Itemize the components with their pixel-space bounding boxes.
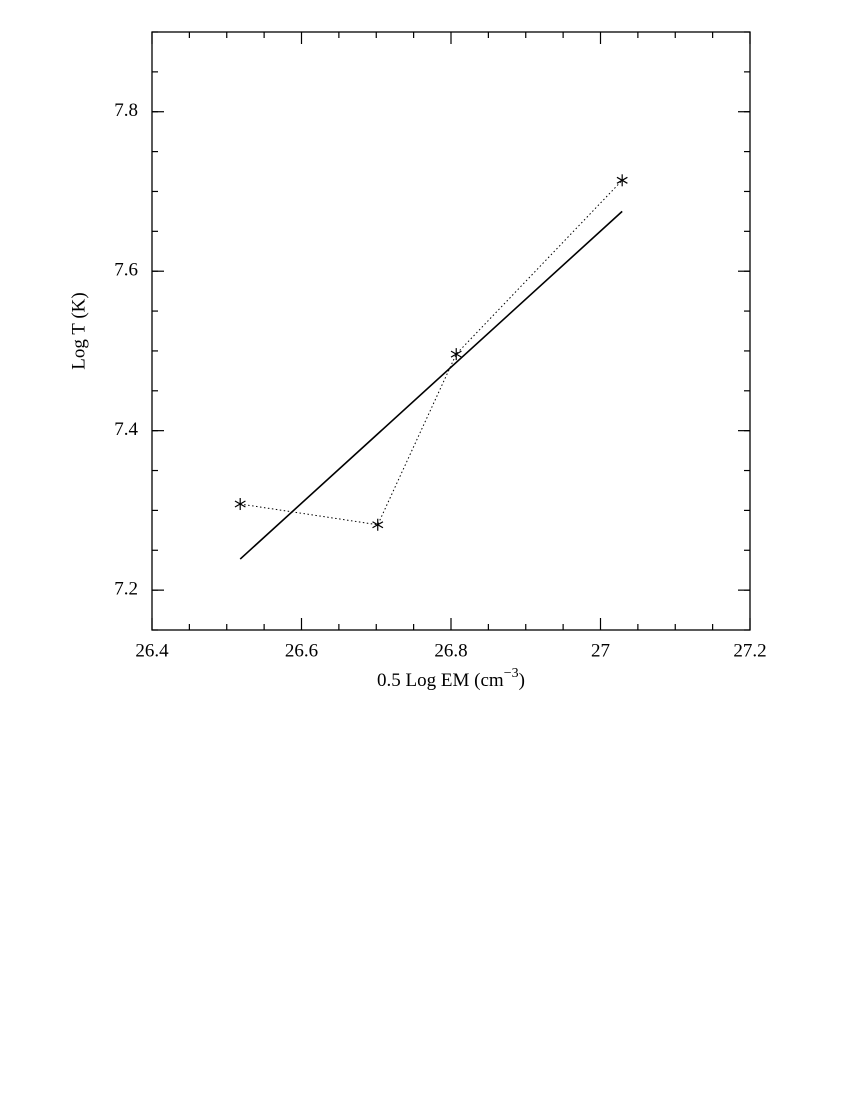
point-marker [450, 348, 462, 361]
marker-stroke [372, 521, 384, 529]
plot-frame [151, 31, 751, 631]
point-marker [616, 174, 628, 187]
y-tick-label: 7.8 [114, 100, 138, 121]
x-tick-label: 26.8 [434, 640, 467, 661]
x-label-tail: ) [519, 670, 525, 691]
x-axis-label: 0.5 Log EM (cm−3) [377, 666, 525, 691]
y-axis-label: Log T (K) [68, 292, 89, 369]
y-tick-label: 7.6 [114, 260, 138, 281]
y-tick-label: 7.4 [114, 419, 138, 440]
marker-stroke [616, 176, 628, 184]
series-line [239, 210, 623, 560]
x-tick-label: 27 [591, 640, 610, 661]
x-tick-label: 26.4 [135, 640, 169, 661]
x-label-text: 0.5 Log EM (cm [377, 670, 504, 691]
point-marker [372, 518, 384, 531]
x-tick-label: 27.2 [733, 640, 766, 661]
x-label-sup: −3 [504, 666, 519, 681]
marker-stroke [234, 500, 246, 508]
series-line [240, 179, 623, 526]
marker-stroke [450, 350, 462, 358]
y-tick-label: 7.2 [114, 578, 138, 599]
point-marker [234, 498, 246, 511]
x-tick-label: 26.6 [285, 640, 318, 661]
